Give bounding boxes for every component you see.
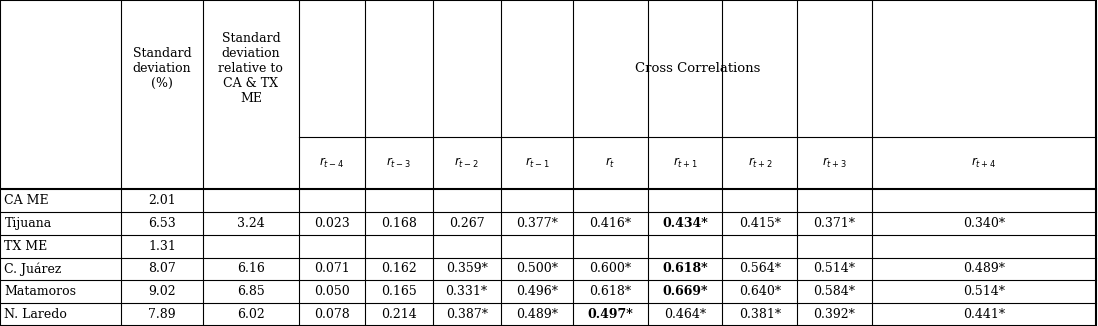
Text: Tijuana: Tijuana: [4, 217, 52, 230]
Text: 0.214: 0.214: [381, 308, 416, 321]
Text: 0.071: 0.071: [314, 262, 349, 275]
Text: $r_{t+3}$: $r_{t+3}$: [822, 156, 847, 170]
Text: 8.07: 8.07: [148, 262, 176, 275]
Text: 0.162: 0.162: [381, 262, 416, 275]
Text: 0.359*: 0.359*: [446, 262, 488, 275]
Text: 6.85: 6.85: [237, 285, 265, 298]
Text: 0.514*: 0.514*: [814, 262, 855, 275]
Text: C. Juárez: C. Juárez: [4, 262, 61, 276]
Text: $r_{t-1}$: $r_{t-1}$: [525, 156, 549, 170]
Text: 0.340*: 0.340*: [963, 217, 1005, 230]
Text: 1.31: 1.31: [148, 240, 176, 253]
Text: 0.416*: 0.416*: [590, 217, 631, 230]
Text: 0.023: 0.023: [314, 217, 349, 230]
Text: 6.16: 6.16: [237, 262, 265, 275]
Text: 0.381*: 0.381*: [739, 308, 781, 321]
Text: 0.371*: 0.371*: [814, 217, 855, 230]
Text: Standard
deviation
relative to
CA & TX
ME: Standard deviation relative to CA & TX M…: [219, 32, 283, 105]
Text: 6.53: 6.53: [148, 217, 176, 230]
Text: 6.02: 6.02: [237, 308, 265, 321]
Text: 0.600*: 0.600*: [590, 262, 631, 275]
Text: 0.392*: 0.392*: [814, 308, 855, 321]
Text: Cross Correlations: Cross Correlations: [635, 62, 760, 75]
Text: 0.500*: 0.500*: [516, 262, 558, 275]
Text: 0.618*: 0.618*: [590, 285, 631, 298]
Text: 0.669*: 0.669*: [662, 285, 708, 298]
Text: 0.434*: 0.434*: [662, 217, 708, 230]
Text: Standard
deviation
(%): Standard deviation (%): [133, 47, 191, 90]
Text: 0.489*: 0.489*: [516, 308, 558, 321]
Text: 0.331*: 0.331*: [446, 285, 488, 298]
Text: CA ME: CA ME: [4, 194, 49, 207]
Text: 0.415*: 0.415*: [739, 217, 781, 230]
Text: $r_{t+4}$: $r_{t+4}$: [972, 156, 996, 170]
Text: 3.24: 3.24: [237, 217, 265, 230]
Text: 0.377*: 0.377*: [516, 217, 558, 230]
Text: 2.01: 2.01: [148, 194, 176, 207]
Text: $r_{t+2}$: $r_{t+2}$: [748, 156, 772, 170]
Text: $r_{t}$: $r_{t}$: [605, 156, 616, 170]
Text: 0.496*: 0.496*: [516, 285, 558, 298]
Text: 0.168: 0.168: [381, 217, 416, 230]
Text: 0.584*: 0.584*: [814, 285, 855, 298]
Text: 9.02: 9.02: [148, 285, 176, 298]
Text: $r_{t-2}$: $r_{t-2}$: [455, 156, 479, 170]
Text: 0.464*: 0.464*: [664, 308, 706, 321]
Text: 0.050: 0.050: [314, 285, 349, 298]
Text: $r_{t-3}$: $r_{t-3}$: [386, 156, 411, 170]
Text: 0.267: 0.267: [449, 217, 484, 230]
Text: 0.618*: 0.618*: [662, 262, 708, 275]
Text: TX ME: TX ME: [4, 240, 47, 253]
Text: 0.441*: 0.441*: [963, 308, 1005, 321]
Text: 7.89: 7.89: [148, 308, 176, 321]
Text: 0.078: 0.078: [314, 308, 349, 321]
Text: $r_{t+1}$: $r_{t+1}$: [673, 156, 697, 170]
Text: Matamoros: Matamoros: [4, 285, 77, 298]
Text: 0.564*: 0.564*: [739, 262, 781, 275]
Text: 0.514*: 0.514*: [963, 285, 1005, 298]
Text: 0.489*: 0.489*: [963, 262, 1005, 275]
Text: 0.640*: 0.640*: [739, 285, 781, 298]
Text: 0.497*: 0.497*: [587, 308, 634, 321]
Text: 0.387*: 0.387*: [446, 308, 488, 321]
Text: $r_{t-4}$: $r_{t-4}$: [320, 156, 344, 170]
Text: 0.165: 0.165: [381, 285, 416, 298]
Text: N. Laredo: N. Laredo: [4, 308, 67, 321]
